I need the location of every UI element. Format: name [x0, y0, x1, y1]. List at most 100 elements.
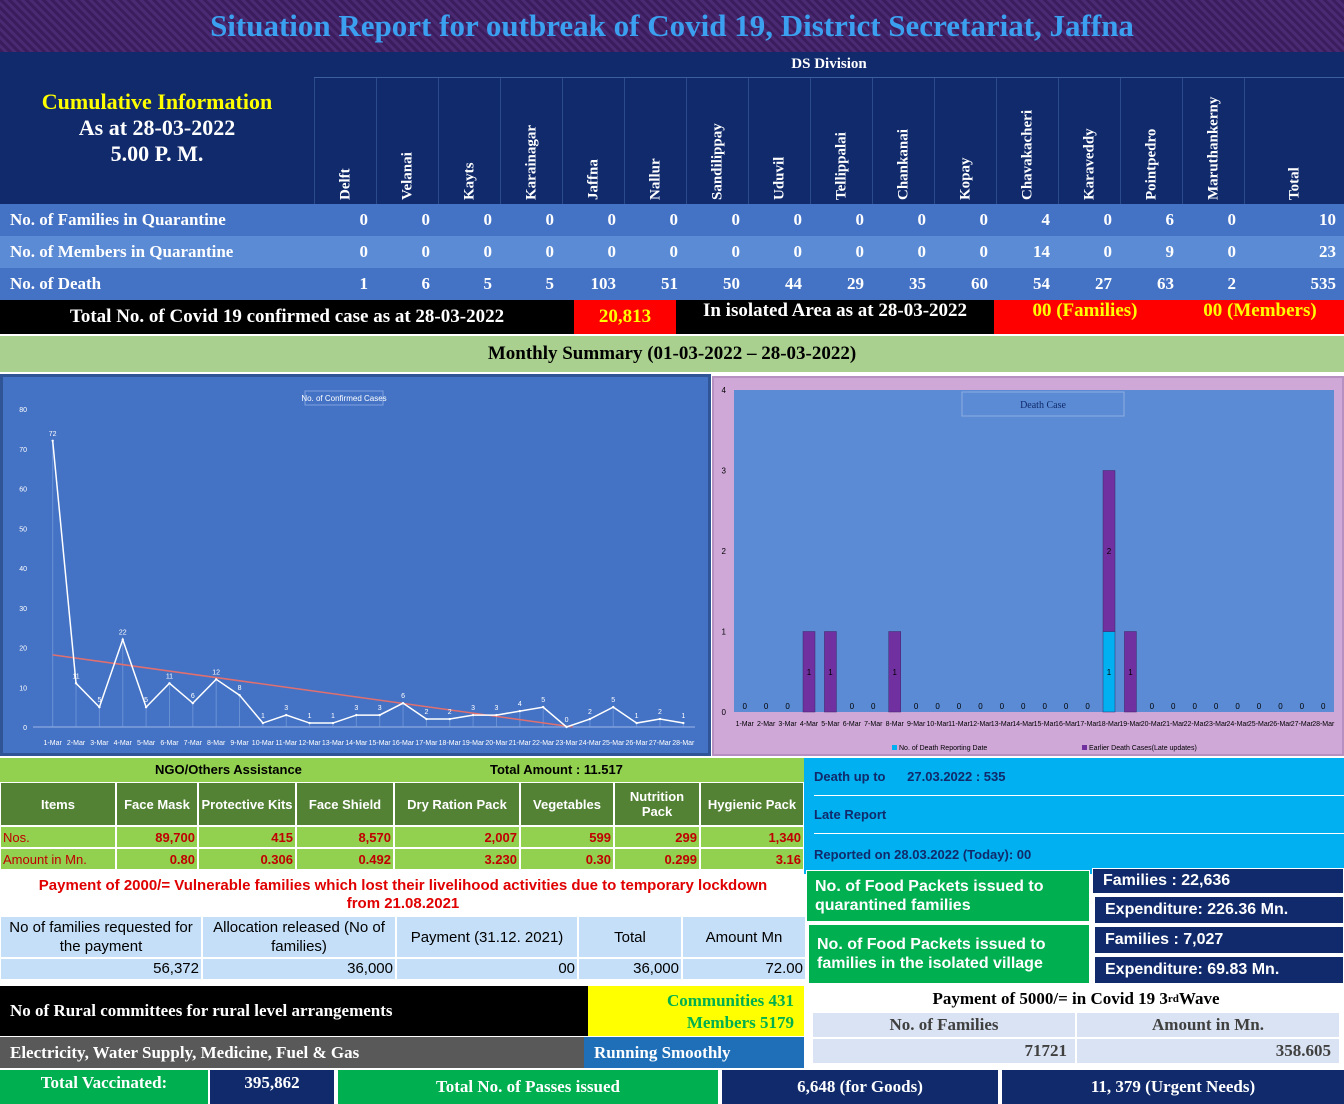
x-tick-label: 26-Mar: [1269, 721, 1292, 728]
ds-col-header: Uduvil: [748, 78, 810, 204]
ds-col-header-label: Nallur: [647, 158, 663, 200]
data-label: 6: [191, 693, 195, 700]
ds-col-header: Pointpedro: [1120, 78, 1182, 204]
x-tick-label: 4-Mar: [114, 740, 133, 747]
data-point: [168, 682, 171, 685]
data-point: [378, 713, 381, 717]
ngo-header: Hygienic Pack: [700, 782, 804, 826]
passes-urgent: 11, 379 (Urgent Needs): [1000, 1070, 1344, 1104]
payment-5000-title-sup: rd: [1167, 993, 1179, 1005]
x-tick-label: 24-Mar: [1226, 721, 1249, 728]
x-tick-label: 5-Mar: [137, 740, 156, 747]
data-label: 2: [658, 709, 662, 716]
utilities-label: Electricity, Water Supply, Medicine, Fue…: [0, 1037, 584, 1068]
ds-col-header-label: Uduvil: [771, 156, 787, 200]
x-tick-label: 15-Mar: [369, 740, 392, 747]
data-label: 2: [424, 709, 428, 716]
ngo-cell: 0.30: [520, 848, 614, 870]
ds-cell: 0: [483, 242, 493, 261]
payment-2000-value: 36,000: [202, 958, 396, 980]
x-tick-label: 19-Mar: [1119, 721, 1142, 728]
ds-cell: 9: [1165, 242, 1175, 261]
ds-cell: 0: [917, 242, 927, 261]
legend-label: No. of Death Reporting Date: [899, 745, 987, 752]
ds-col-header-label: Total: [1286, 167, 1302, 200]
data-point: [285, 713, 288, 717]
data-label: 5: [611, 697, 615, 704]
x-tick-label: 17-Mar: [415, 740, 438, 747]
ds-cell: 44: [785, 274, 802, 293]
ds-col-header-label: Karaveddy: [1081, 128, 1097, 200]
ds-col-header-label: Karainagar: [523, 125, 539, 200]
food-isolated-expenditure: Expenditure: 69.83 Mn.: [1094, 956, 1344, 984]
x-tick-label: 16-Mar: [392, 740, 415, 747]
bar-late-update: [888, 631, 901, 713]
x-tick-label: 4-Mar: [800, 721, 819, 728]
data-label: 3: [354, 705, 358, 712]
payment-2000-value: 36,000: [578, 958, 682, 980]
ngo-total: Total Amount : 11.517: [490, 762, 623, 777]
bar-label: 1: [828, 668, 833, 677]
bar-label: 1: [1128, 668, 1133, 677]
data-point: [448, 717, 451, 721]
data-point: [98, 705, 101, 709]
ds-col-header-label: Sandilippay: [709, 123, 725, 200]
bar-late-update: [1124, 631, 1137, 713]
bar-label: 0: [914, 702, 919, 711]
rural-committees-values: Communities 431 Members 5179: [588, 986, 804, 1036]
ds-col-header: Delft: [314, 78, 376, 204]
data-label: 3: [471, 705, 475, 712]
ds-cell: 0: [669, 242, 679, 261]
x-tick-label: 1-Mar: [736, 721, 755, 728]
data-label: 2: [448, 709, 452, 716]
ds-cell: 0: [607, 210, 617, 229]
ds-col-header: Sandilippay: [686, 78, 748, 204]
bar-label: 0: [1321, 702, 1326, 711]
data-point: [331, 721, 335, 725]
chart-title-box: [961, 391, 1125, 417]
cumulative-heading: Cumulative Information: [41, 89, 273, 114]
rural-committees-label: No of Rural committees for rural level a…: [0, 986, 588, 1036]
data-point: [682, 721, 685, 725]
bar-late-update: [802, 631, 816, 713]
ds-col-header: Karainagar: [500, 78, 562, 204]
payment-2000-header: Amount Mn: [682, 916, 806, 958]
y-tick-label: 0: [722, 708, 727, 717]
x-tick-label: 28-Mar: [672, 740, 695, 747]
x-tick-label: 8-Mar: [886, 721, 905, 728]
data-point: [238, 694, 241, 697]
data-label: 5: [97, 697, 101, 704]
ds-cell: 0: [1227, 210, 1237, 229]
cumulative-date: As at 28-03-2022: [78, 115, 236, 140]
data-point: [541, 705, 545, 709]
ngo-cell: 89,700: [116, 826, 198, 848]
reported-today: Reported on 28.03.2022 (Today): 00: [814, 847, 1032, 862]
ngo-cell: 0.492: [296, 848, 394, 870]
x-tick-label: 13-Mar: [322, 740, 345, 747]
bar-late-update: [824, 631, 837, 713]
legend-label: Earlier Death Cases(Late updates): [1089, 745, 1197, 752]
confirmed-case-bar: Total No. of Covid 19 confirmed case as …: [0, 300, 1344, 334]
x-tick-label: 23-Mar: [555, 740, 578, 747]
data-label: 0: [565, 717, 569, 724]
x-tick-label: 13-Mar: [991, 721, 1014, 728]
bar-label: 0: [871, 702, 876, 711]
ngo-header: Dry Ration Pack: [394, 782, 520, 826]
y-tick-label: 70: [19, 447, 27, 454]
ngo-row-label: Amount in Mn.: [0, 848, 116, 870]
death-up-to-label: Death up to: [814, 769, 886, 784]
ds-cell: 0: [731, 210, 741, 229]
ds-cell: 0: [607, 242, 617, 261]
x-tick-label: 18-Mar: [439, 740, 462, 747]
bar-label: 0: [1000, 702, 1005, 711]
payment-2000-title-line2: from 21.08.2021: [346, 895, 460, 912]
communities-count: Communities 431: [666, 991, 794, 1010]
data-label: 1: [308, 713, 312, 720]
ds-cell: 0: [669, 210, 679, 229]
food-quarantined-label: No. of Food Packets issued to quarantine…: [806, 870, 1090, 922]
ds-col-header-label: Pointpedro: [1143, 128, 1159, 200]
isolated-area-label: In isolated Area as at 28-03-2022: [676, 300, 994, 334]
payment-2000-table: No of families requested for the payment…: [0, 916, 806, 980]
data-label: 5: [541, 697, 545, 704]
payment-2000-title: Payment of 2000/= Vulnerable families wh…: [0, 874, 806, 916]
